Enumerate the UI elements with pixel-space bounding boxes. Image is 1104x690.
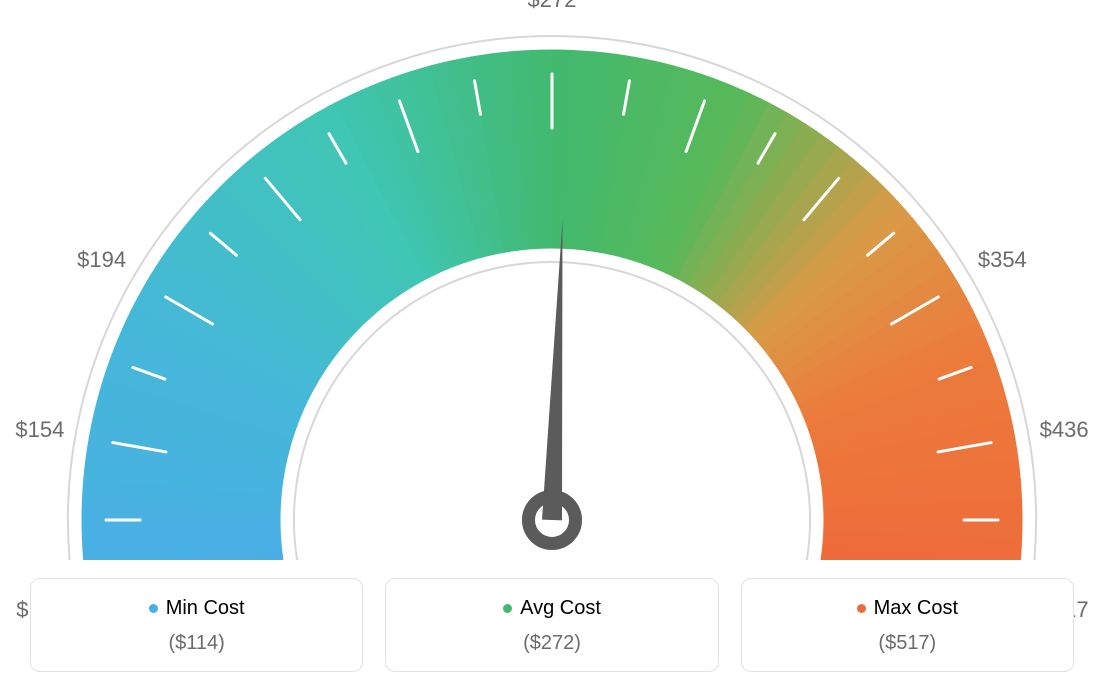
legend-card-avg: Avg Cost ($272) [385, 578, 718, 672]
legend-value-max: ($517) [752, 632, 1063, 655]
legend-title-min: Min Cost [149, 597, 245, 620]
gauge-chart: $114$154$194$272$354$436$517 [0, 0, 1104, 560]
gauge-tick-label: $436 [1040, 417, 1089, 443]
legend-title-avg: Avg Cost [503, 597, 601, 620]
legend-row: Min Cost ($114) Avg Cost ($272) Max Cost… [30, 578, 1074, 672]
gauge-svg [0, 0, 1104, 560]
legend-dot-min [149, 604, 158, 613]
legend-value-avg: ($272) [396, 632, 707, 655]
gauge-tick-label: $154 [15, 417, 64, 443]
legend-dot-avg [503, 604, 512, 613]
legend-title-max: Max Cost [857, 597, 958, 620]
legend-label-avg: Avg Cost [520, 597, 601, 620]
legend-label-min: Min Cost [166, 597, 245, 620]
legend-label-max: Max Cost [874, 597, 958, 620]
legend-dot-max [857, 604, 866, 613]
legend-card-max: Max Cost ($517) [741, 578, 1074, 672]
gauge-tick-label: $272 [528, 0, 577, 13]
legend-value-min: ($114) [41, 632, 352, 655]
gauge-tick-label: $354 [978, 247, 1027, 273]
legend-card-min: Min Cost ($114) [30, 578, 363, 672]
gauge-tick-label: $194 [77, 247, 126, 273]
